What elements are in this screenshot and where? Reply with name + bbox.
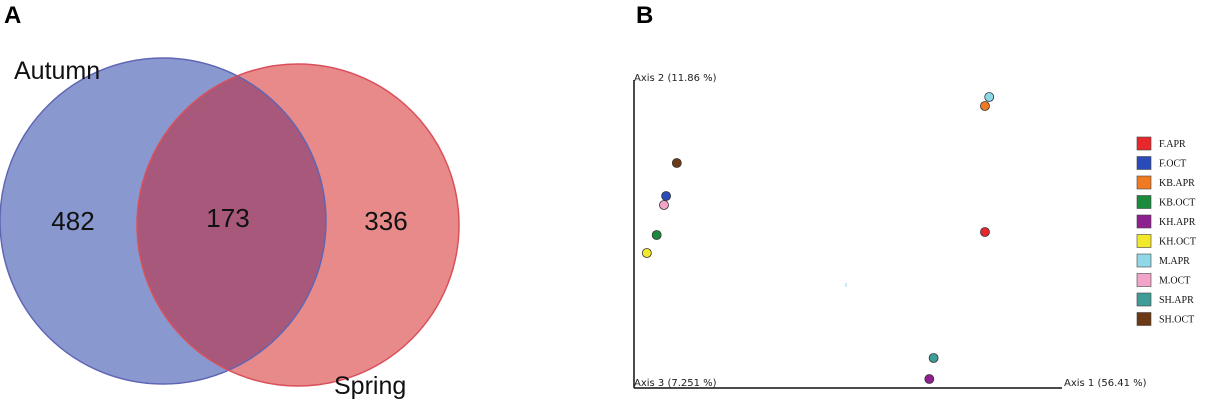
legend-swatch-f-apr [1136, 136, 1152, 151]
legend: F.APR F.OCT KB.APR KB.OCT KH.APR KH.OCT M.APR M… [1136, 136, 1196, 326]
legend-label-kh-apr: KH.APR [1159, 217, 1196, 228]
venn-label-spring: Spring [334, 372, 406, 400]
panel-b-label: B [636, 2, 654, 29]
point-sh-apr [928, 353, 939, 363]
z-axis-label: Axis 3 (7.251 %) [634, 378, 717, 389]
legend-label-m-apr: M.APR [1159, 256, 1190, 267]
legend-label-f-oct: F.OCT [1159, 159, 1186, 170]
point-sh-oct [671, 158, 682, 168]
legend-label-kb-oct: KB.OCT [1159, 198, 1195, 209]
legend-label-m-oct: M.OCT [1159, 276, 1190, 287]
panel-a-label: A [4, 2, 22, 29]
venn-outline-spring [136, 63, 460, 387]
point-kb-apr [980, 101, 990, 111]
scatter-points [641, 92, 995, 384]
legend-swatch-sh-apr [1136, 292, 1152, 307]
legend-label-sh-oct: SH.OCT [1159, 315, 1194, 326]
venn-count-spring-only: 336 [364, 206, 407, 236]
legend-label-sh-apr: SH.APR [1159, 295, 1194, 306]
legend-swatch-kh-apr [1136, 214, 1152, 229]
pcoa-plot: Axis 2 (11.86 %) Axis 3 (7.251 %) Axis 1… [633, 73, 1196, 389]
y-axis-label: Axis 2 (11.86 %) [634, 73, 717, 84]
venn-diagram: Autumn Spring 482 173 336 [0, 57, 460, 400]
venn-intersection [136, 75, 326, 371]
legend-swatch-kb-oct [1136, 195, 1152, 209]
legend-swatch-m-apr [1136, 253, 1152, 268]
legend-label-kb-apr: KB.APR [1159, 178, 1195, 189]
legend-label-f-apr: F.APR [1159, 139, 1186, 150]
point-kh-apr [924, 374, 935, 384]
legend-swatch-m-oct [1136, 273, 1152, 287]
venn-count-autumn-only: 482 [51, 206, 94, 236]
legend-swatch-sh-oct [1136, 312, 1152, 326]
point-f-oct [661, 191, 671, 201]
venn-outline-autumn [0, 57, 327, 385]
x-axis-label: Axis 1 (56.41 %) [1064, 378, 1147, 389]
legend-swatch-kh-oct [1136, 234, 1152, 248]
point-m-oct [659, 200, 669, 210]
point-f-apr [980, 227, 990, 237]
legend-label-kh-oct: KH.OCT [1159, 237, 1196, 248]
legend-swatch-f-oct [1136, 156, 1152, 170]
venn-count-intersection: 173 [206, 203, 249, 233]
legend-swatch-kb-apr [1136, 175, 1152, 190]
point-kh-oct [641, 248, 652, 258]
point-kb-oct [651, 230, 662, 240]
point-m-apr [984, 92, 995, 102]
venn-label-autumn: Autumn [14, 57, 100, 85]
